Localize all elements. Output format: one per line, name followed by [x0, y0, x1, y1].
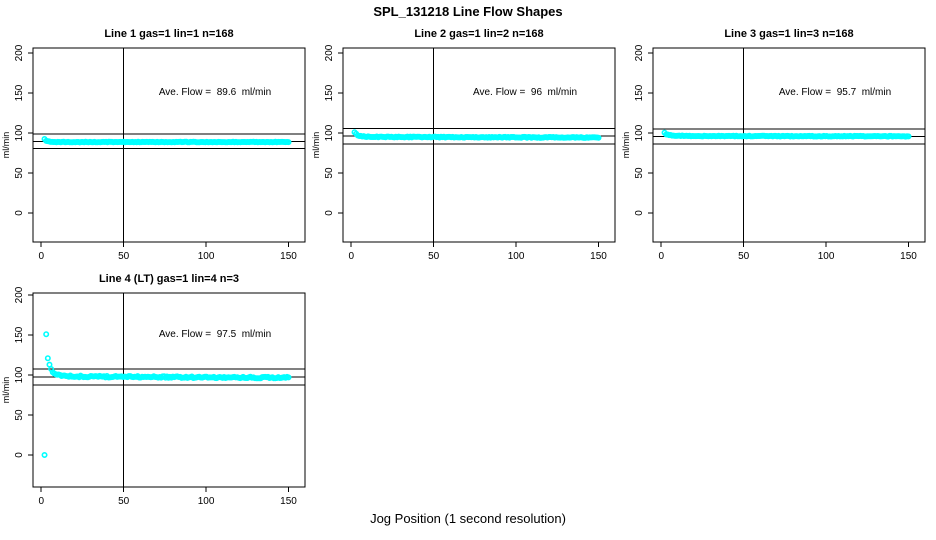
x-tick-label: 150	[590, 251, 607, 262]
x-tick-label: 0	[658, 251, 664, 262]
x-tick-label: 100	[818, 251, 835, 262]
subplot-title-line3: Line 3 gas=1 lin=3 n=168	[724, 28, 854, 40]
y-axis-title: ml/min	[311, 132, 321, 159]
y-tick-label: 150	[14, 84, 25, 101]
data-point	[905, 133, 912, 140]
ave-flow-annotation-line3: Ave. Flow = 95.7 ml/min	[778, 87, 892, 98]
data-point	[595, 134, 602, 141]
data-point	[41, 451, 48, 458]
x-tick-label: 150	[280, 251, 297, 262]
subplot-title-line2: Line 2 gas=1 lin=2 n=168	[414, 28, 544, 40]
y-tick-label: 200	[14, 44, 25, 61]
x-tick-label: 0	[38, 251, 44, 262]
x-tick-label: 100	[198, 496, 215, 507]
plot-frame	[32, 292, 306, 488]
y-axis-title: ml/min	[1, 377, 11, 404]
y-tick-label: 200	[634, 44, 645, 61]
data-point	[285, 374, 292, 381]
y-tick-label: 0	[14, 452, 25, 458]
y-tick-label: 50	[324, 167, 335, 179]
x-tick-label: 0	[38, 496, 44, 507]
data-point	[44, 355, 51, 362]
x-tick-label: 50	[428, 251, 440, 262]
y-tick-label: 200	[324, 44, 335, 61]
x-tick-label: 50	[118, 251, 130, 262]
plot-frame	[32, 47, 306, 243]
y-tick-label: 150	[14, 326, 25, 343]
y-tick-label: 100	[14, 366, 25, 383]
subplot-title-line1: Line 1 gas=1 lin=1 n=168	[104, 28, 234, 40]
y-tick-label: 100	[14, 124, 25, 141]
plot-frame	[342, 47, 616, 243]
plot-frame	[652, 47, 926, 243]
ave-flow-annotation-line1: Ave. Flow = 89.6 ml/min	[158, 87, 272, 98]
ave-flow-annotation-line2: Ave. Flow = 96 ml/min	[472, 87, 578, 98]
y-tick-label: 50	[14, 409, 25, 421]
data-point	[285, 139, 292, 146]
y-tick-label: 0	[324, 210, 335, 216]
y-tick-label: 100	[634, 124, 645, 141]
x-tick-label: 50	[118, 496, 130, 507]
y-tick-label: 100	[324, 124, 335, 141]
y-axis-title: ml/min	[1, 132, 11, 159]
x-tick-label: 150	[280, 496, 297, 507]
x-tick-label: 100	[198, 251, 215, 262]
y-tick-label: 50	[634, 167, 645, 179]
data-point	[43, 331, 50, 338]
x-tick-label: 100	[508, 251, 525, 262]
x-axis-label: Jog Position (1 second resolution)	[370, 511, 566, 526]
y-tick-label: 150	[634, 84, 645, 101]
x-tick-label: 150	[900, 251, 917, 262]
y-tick-label: 150	[324, 84, 335, 101]
x-tick-label: 50	[738, 251, 750, 262]
y-tick-label: 0	[634, 210, 645, 216]
figure-title: SPL_131218 Line Flow Shapes	[373, 4, 563, 19]
y-tick-label: 0	[14, 210, 25, 216]
y-axis-title: ml/min	[621, 132, 631, 159]
x-tick-label: 0	[348, 251, 354, 262]
ave-flow-annotation-line4: Ave. Flow = 97.5 ml/min	[158, 329, 272, 340]
y-tick-label: 200	[14, 286, 25, 303]
y-tick-label: 50	[14, 167, 25, 179]
subplot-title-line4: Line 4 (LT) gas=1 lin=4 n=3	[98, 273, 240, 285]
